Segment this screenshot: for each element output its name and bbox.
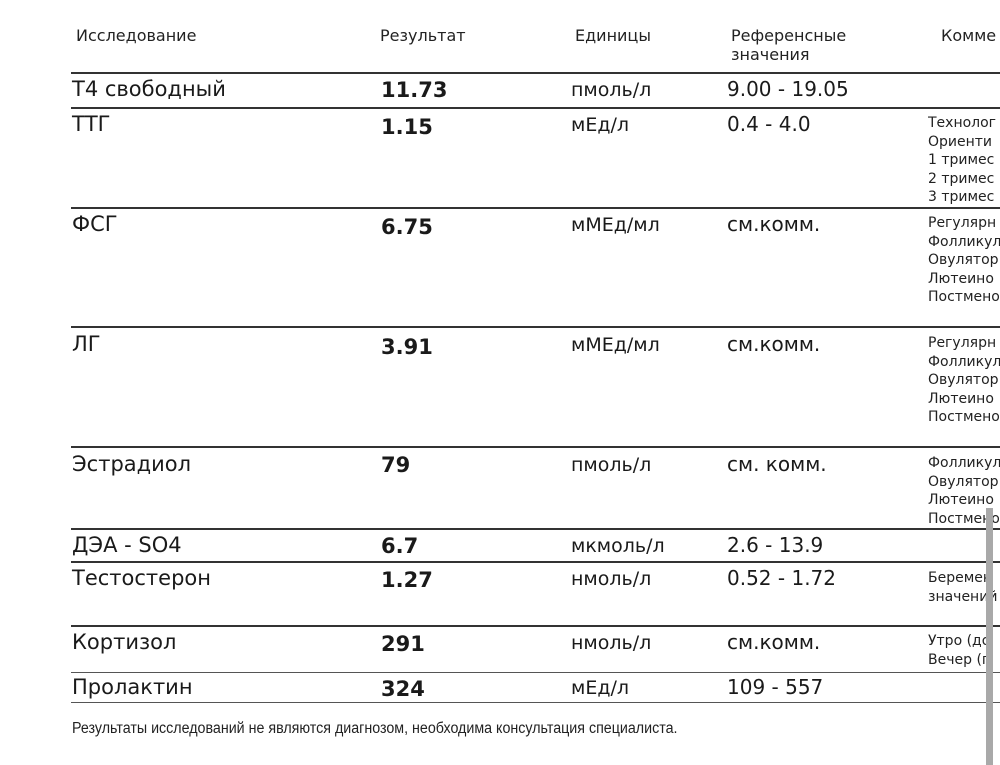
test-result: 6.7 bbox=[381, 534, 419, 558]
test-name: Пролактин bbox=[72, 675, 193, 699]
test-units: мЕд/л bbox=[571, 677, 630, 699]
test-reference: см.комм. bbox=[727, 630, 821, 654]
test-name: Тестостерон bbox=[72, 566, 211, 590]
test-result: 79 bbox=[381, 453, 411, 477]
test-name: ЛГ bbox=[72, 332, 101, 356]
test-units: мМЕд/мл bbox=[571, 214, 660, 236]
test-comment: Регулярн Фолликул Овулятор Лютеино Постм… bbox=[928, 335, 1000, 425]
test-result: 291 bbox=[381, 632, 425, 656]
test-reference: 0.52 - 1.72 bbox=[727, 566, 836, 590]
test-name: ДЭА - SO4 bbox=[72, 533, 182, 557]
test-reference: см.комм. bbox=[727, 332, 821, 356]
test-comment: Фолликул Овулятор Лютеино Постмено bbox=[928, 455, 1000, 527]
row-divider bbox=[71, 672, 1000, 673]
test-reference: 109 - 557 bbox=[727, 675, 824, 699]
row-divider bbox=[71, 702, 1000, 703]
row-divider bbox=[71, 107, 1000, 109]
test-reference: 9.00 - 19.05 bbox=[727, 77, 849, 101]
test-reference: см. комм. bbox=[727, 452, 827, 476]
row-divider bbox=[71, 561, 1000, 563]
disclaimer-text: Результаты исследований не являются диаг… bbox=[72, 720, 678, 737]
row-divider bbox=[71, 326, 1000, 328]
test-units: нмоль/л bbox=[571, 632, 652, 654]
header-test: Исследование bbox=[76, 26, 197, 45]
row-divider bbox=[71, 72, 1000, 74]
test-name: ТТГ bbox=[72, 112, 111, 136]
test-units: пмоль/л bbox=[571, 79, 652, 101]
test-comment: Утро (до Вечер (п bbox=[928, 633, 992, 668]
test-reference: 0.4 - 4.0 bbox=[727, 112, 811, 136]
test-name: Эстрадиол bbox=[72, 452, 192, 476]
row-divider bbox=[71, 207, 1000, 209]
row-divider bbox=[71, 446, 1000, 448]
test-units: мкмоль/л bbox=[571, 535, 665, 557]
test-comment: Регулярн Фолликул Овулятор Лютеино Постм… bbox=[928, 215, 1000, 305]
header-comment: Комме bbox=[941, 26, 997, 45]
test-result: 6.75 bbox=[381, 215, 433, 239]
test-result: 324 bbox=[381, 677, 425, 701]
test-units: мМЕд/мл bbox=[571, 334, 660, 356]
row-divider bbox=[71, 528, 1000, 530]
test-units: мЕд/л bbox=[571, 114, 630, 136]
test-comment: Технолог Ориенти 1 тримес 2 тримес 3 три… bbox=[928, 115, 997, 205]
test-result: 1.27 bbox=[381, 568, 433, 592]
test-name: Т4 свободный bbox=[72, 77, 226, 101]
test-name: ФСГ bbox=[72, 212, 118, 236]
header-units: Единицы bbox=[575, 26, 651, 45]
test-units: нмоль/л bbox=[571, 568, 652, 590]
header-result: Результат bbox=[380, 26, 466, 45]
row-divider bbox=[71, 625, 1000, 627]
test-result: 1.15 bbox=[381, 115, 433, 139]
test-reference: 2.6 - 13.9 bbox=[727, 533, 824, 557]
test-name: Кортизол bbox=[72, 630, 177, 654]
test-result: 3.91 bbox=[381, 335, 433, 359]
test-result: 11.73 bbox=[381, 78, 448, 102]
test-units: пмоль/л bbox=[571, 454, 652, 476]
test-comment: Беремен значений bbox=[928, 570, 998, 605]
vertical-scrollbar[interactable] bbox=[986, 508, 993, 765]
header-reference: Референсные значения bbox=[731, 26, 847, 64]
test-reference: см.комм. bbox=[727, 212, 821, 236]
